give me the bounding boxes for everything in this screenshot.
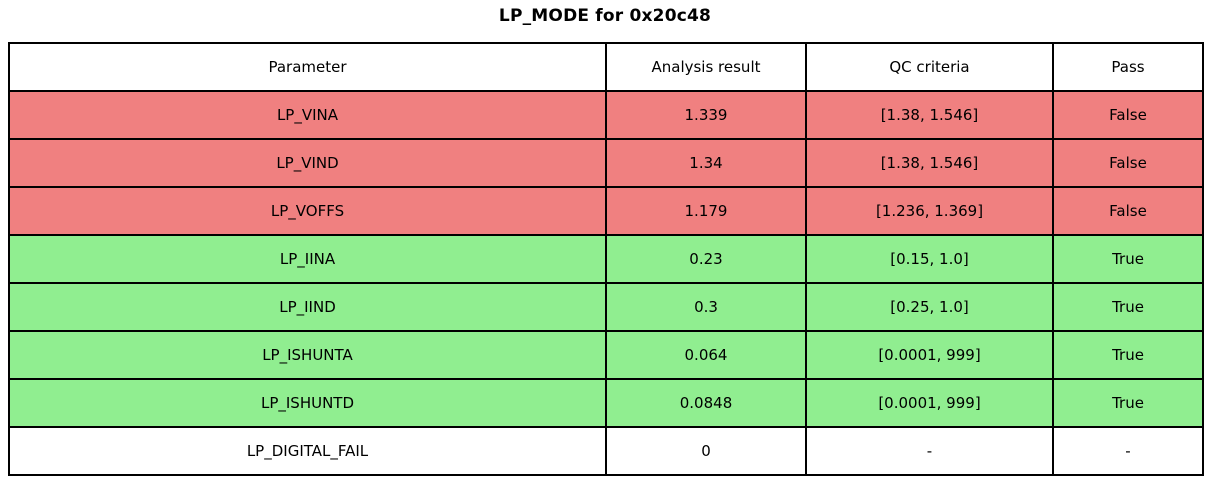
table-row: LP_IINA 0.23 [0.15, 1.0] True	[8, 234, 1204, 284]
qc-criteria-cell: [1.38, 1.546]	[805, 90, 1054, 140]
pass-cell: False	[1052, 90, 1204, 140]
pass-cell: True	[1052, 330, 1204, 380]
analysis-result-cell: 0.23	[605, 234, 807, 284]
figure-title: LP_MODE for 0x20c48	[498, 6, 712, 26]
qc-criteria-cell: [0.0001, 999]	[805, 378, 1054, 428]
parameter-cell: LP_IIND	[8, 282, 607, 332]
qc-criteria-cell: [0.15, 1.0]	[805, 234, 1054, 284]
qc-criteria-cell: [1.38, 1.546]	[805, 138, 1054, 188]
qc-criteria-cell: [0.0001, 999]	[805, 330, 1054, 380]
qc-table: Parameter Analysis result QC criteria Pa…	[8, 42, 1204, 476]
parameter-cell: LP_VINA	[8, 90, 607, 140]
column-header-qc-criteria: QC criteria	[805, 42, 1054, 92]
parameter-cell: LP_DIGITAL_FAIL	[8, 426, 607, 476]
parameter-cell: LP_ISHUNTA	[8, 330, 607, 380]
header-row: Parameter Analysis result QC criteria Pa…	[8, 42, 1204, 92]
table-row: LP_ISHUNTD 0.0848 [0.0001, 999] True	[8, 378, 1204, 428]
column-header-parameter: Parameter	[8, 42, 607, 92]
table-row: LP_ISHUNTA 0.064 [0.0001, 999] True	[8, 330, 1204, 380]
analysis-result-cell: 1.34	[605, 138, 807, 188]
table-row: LP_VIND 1.34 [1.38, 1.546] False	[8, 138, 1204, 188]
parameter-cell: LP_VIND	[8, 138, 607, 188]
pass-cell: True	[1052, 282, 1204, 332]
analysis-result-cell: 0.064	[605, 330, 807, 380]
pass-cell: False	[1052, 186, 1204, 236]
analysis-result-cell: 1.179	[605, 186, 807, 236]
qc-criteria-cell: -	[805, 426, 1054, 476]
pass-cell: True	[1052, 378, 1204, 428]
column-header-analysis-result: Analysis result	[605, 42, 807, 92]
pass-cell: False	[1052, 138, 1204, 188]
table-row: LP_DIGITAL_FAIL 0 - -	[8, 426, 1204, 476]
parameter-cell: LP_VOFFS	[8, 186, 607, 236]
column-header-pass: Pass	[1052, 42, 1204, 92]
analysis-result-cell: 0.3	[605, 282, 807, 332]
pass-cell: True	[1052, 234, 1204, 284]
pass-cell: -	[1052, 426, 1204, 476]
analysis-result-cell: 0	[605, 426, 807, 476]
qc-criteria-cell: [0.25, 1.0]	[805, 282, 1054, 332]
parameter-cell: LP_IINA	[8, 234, 607, 284]
parameter-cell: LP_ISHUNTD	[8, 378, 607, 428]
table-row: LP_VOFFS 1.179 [1.236, 1.369] False	[8, 186, 1204, 236]
analysis-result-cell: 0.0848	[605, 378, 807, 428]
qc-criteria-cell: [1.236, 1.369]	[805, 186, 1054, 236]
analysis-result-cell: 1.339	[605, 90, 807, 140]
table-row: LP_VINA 1.339 [1.38, 1.546] False	[8, 90, 1204, 140]
table-row: LP_IIND 0.3 [0.25, 1.0] True	[8, 282, 1204, 332]
